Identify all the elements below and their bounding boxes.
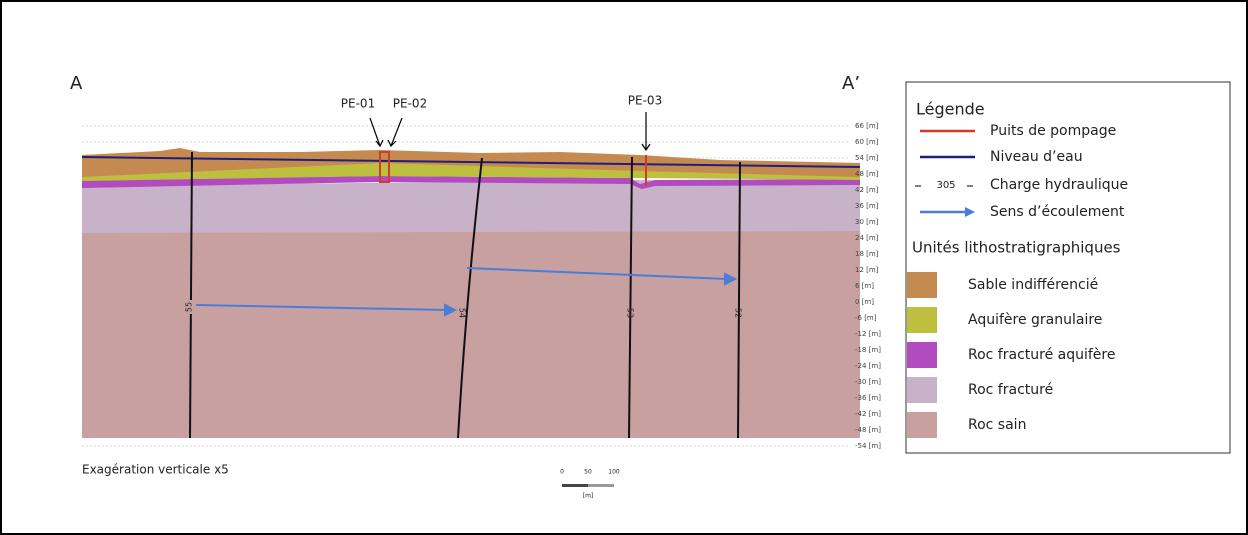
elevation-tick: 36 [m] <box>855 202 879 210</box>
scale-bar <box>562 484 588 487</box>
legend-unit: Sable indifférencié <box>968 277 1098 293</box>
legend-item: Puits de pompage <box>990 123 1116 139</box>
isoline-label: 52 <box>734 308 743 318</box>
elevation-tick: 42 [m] <box>855 186 879 194</box>
elevation-tick: 60 [m] <box>855 138 879 146</box>
label-bg <box>183 300 195 314</box>
isoline <box>737 161 741 439</box>
isoline <box>189 151 193 439</box>
legend-unit: Aquifère granulaire <box>968 312 1102 328</box>
scale-unit: [m] <box>583 493 594 500</box>
elevation-tick: -48 [m] <box>855 426 881 434</box>
flow-arrow <box>466 267 728 280</box>
note: Exagération verticale x5 <box>82 463 229 477</box>
elevation-tick: 66 [m] <box>855 122 879 130</box>
legend-swatch <box>907 272 937 298</box>
well-arrow <box>641 112 651 152</box>
arrowhead <box>444 303 458 317</box>
elevation-tick: 48 [m] <box>855 170 879 178</box>
legend-swatch <box>907 342 937 368</box>
legend-symbol <box>965 207 975 217</box>
legend: Légende Puits de pompage Niveau d’eau 30… <box>905 81 1231 454</box>
well-label: PE-03 <box>628 94 662 108</box>
isolines <box>189 151 741 439</box>
elevation-tick: 0 [m] <box>855 298 874 306</box>
section-start: A <box>70 73 83 94</box>
isoline <box>628 156 633 439</box>
legend-sample: 305 <box>936 180 955 191</box>
roc-fracture <box>82 180 860 233</box>
arrowhead <box>724 272 738 286</box>
elevation-tick: -18 [m] <box>855 346 881 354</box>
water-level <box>81 156 861 168</box>
isoline <box>457 157 483 439</box>
well-arrow <box>369 117 384 148</box>
legend-box <box>905 81 1231 454</box>
legend-title: Légende <box>916 100 985 119</box>
legend-swatch <box>907 412 937 438</box>
section-end: A’ <box>842 73 860 94</box>
isoline-label: 53 <box>626 308 635 318</box>
elevation-tick: -12 [m] <box>855 330 881 338</box>
elevation-tick: 30 [m] <box>855 218 879 226</box>
scale-tick: 100 <box>608 469 620 476</box>
legend-swatch <box>907 377 937 403</box>
legend-item: Sens d’écoulement <box>990 204 1125 220</box>
legend-item: Niveau d’eau <box>990 149 1083 165</box>
well-arrow <box>387 117 403 148</box>
isoline-label: 54 <box>458 308 467 318</box>
scale-tick: 50 <box>584 469 592 476</box>
elevation-tick: -24 [m] <box>855 362 881 370</box>
cross-section: 55 54 53 52 PE-01 PE-02 PE-03 A A’ Exagé… <box>70 73 881 500</box>
elevation-tick: 24 [m] <box>855 234 879 242</box>
well-label: PE-01 <box>341 97 375 111</box>
elevation-tick: -42 [m] <box>855 410 881 418</box>
elevation-tick: 18 [m] <box>855 250 879 258</box>
elevation-tick: 12 [m] <box>855 266 879 274</box>
elevation-tick: -36 [m] <box>855 394 881 402</box>
elevation-tick: -6 [m] <box>855 314 877 322</box>
elevation-tick: 6 [m] <box>855 282 874 290</box>
legend-subtitle: Unités lithostratigraphiques <box>912 239 1121 257</box>
legend-swatch <box>907 307 937 333</box>
aquifere-granulaire <box>82 162 860 181</box>
well <box>379 151 390 183</box>
elevation-tick: 54 [m] <box>855 154 879 162</box>
legend-unit: Roc fracturé <box>968 382 1053 398</box>
well-label: PE-02 <box>393 97 427 111</box>
isoline-label: 55 <box>185 302 194 312</box>
elevation-tick: -54 [m] <box>855 442 881 450</box>
scale-bar <box>588 484 614 487</box>
roc-sain <box>82 230 860 438</box>
legend-unit: Roc sain <box>968 417 1026 433</box>
legend-item: Charge hydraulique <box>990 177 1128 193</box>
roc-fracture-aquifere <box>82 176 860 189</box>
legend-unit: Roc fracturé aquifère <box>968 347 1115 363</box>
scale-tick: 0 <box>560 469 564 476</box>
flow-arrow <box>195 304 448 311</box>
elevation-tick: -30 [m] <box>855 378 881 386</box>
